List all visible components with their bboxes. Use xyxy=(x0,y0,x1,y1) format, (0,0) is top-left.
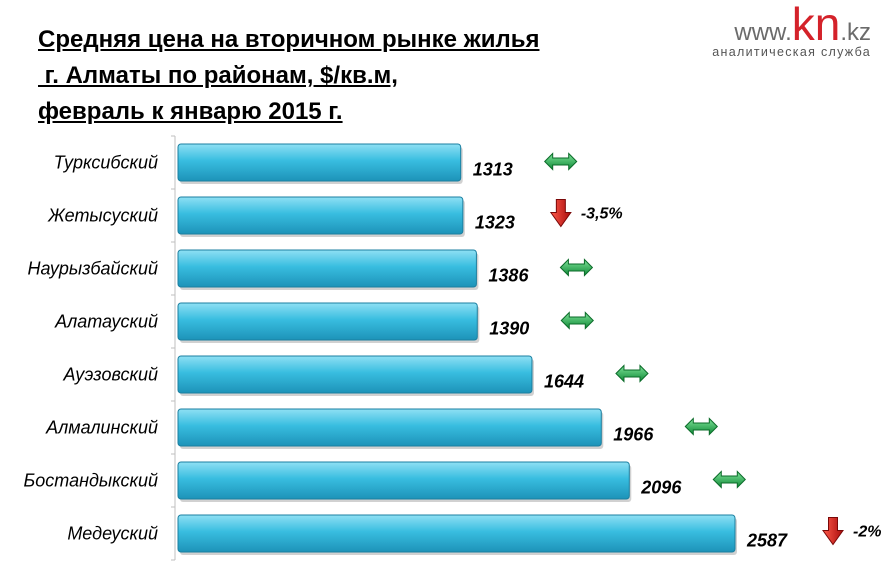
logo-url: www.kn.kz xyxy=(712,1,871,47)
chart-title: Средняя цена на вторичном рынке жилья г.… xyxy=(38,22,539,130)
value-label: 2587 xyxy=(746,531,788,551)
bar xyxy=(177,249,477,288)
logo-kn: kn xyxy=(791,0,841,50)
value-label: 1323 xyxy=(475,213,515,233)
bar xyxy=(177,514,736,553)
category-label: Алмалинский xyxy=(45,418,158,438)
change-label: -3,5% xyxy=(581,206,623,223)
value-label: 1644 xyxy=(544,372,584,392)
category-label: Алатауский xyxy=(54,312,158,332)
category-label: Ауэзовский xyxy=(62,365,158,385)
bar xyxy=(177,302,478,341)
value-label: 1390 xyxy=(489,319,529,339)
bar xyxy=(177,408,602,447)
value-label: 2096 xyxy=(640,478,682,498)
chart-title-line2: г. Алматы по районам, $/кв.м, xyxy=(38,62,398,89)
double-arrow-icon xyxy=(684,417,719,436)
value-label: 1313 xyxy=(473,160,513,180)
logo-www: www. xyxy=(734,19,792,46)
bar xyxy=(177,196,464,235)
chart-title-line3: февраль к январю 2015 г. xyxy=(38,98,343,125)
change-label: -2% xyxy=(853,524,881,541)
logo-subtitle: аналитическая служба xyxy=(712,45,871,59)
double-arrow-icon xyxy=(560,311,594,330)
bar xyxy=(177,461,630,500)
double-arrow-icon xyxy=(559,258,594,277)
double-arrow-icon xyxy=(712,470,746,489)
chart-title-line1: Средняя цена на вторичном рынке жилья xyxy=(38,26,540,53)
category-label: Турксибский xyxy=(54,153,158,173)
category-label: Жетысуский xyxy=(47,206,158,226)
bar xyxy=(177,143,462,182)
double-arrow-icon xyxy=(543,152,578,171)
down-arrow-icon xyxy=(549,199,572,228)
down-arrow-icon xyxy=(822,517,844,546)
double-arrow-icon xyxy=(615,364,649,383)
category-label: Бостандыкский xyxy=(24,471,158,491)
logo-kz: .kz xyxy=(840,19,871,46)
kn-logo: www.kn.kz аналитическая служба xyxy=(712,1,871,59)
category-label: Медеуский xyxy=(67,524,158,544)
category-label: Наурызбайский xyxy=(28,259,159,279)
value-label: 1966 xyxy=(613,425,654,445)
value-label: 1386 xyxy=(488,266,529,286)
bar xyxy=(177,355,533,394)
